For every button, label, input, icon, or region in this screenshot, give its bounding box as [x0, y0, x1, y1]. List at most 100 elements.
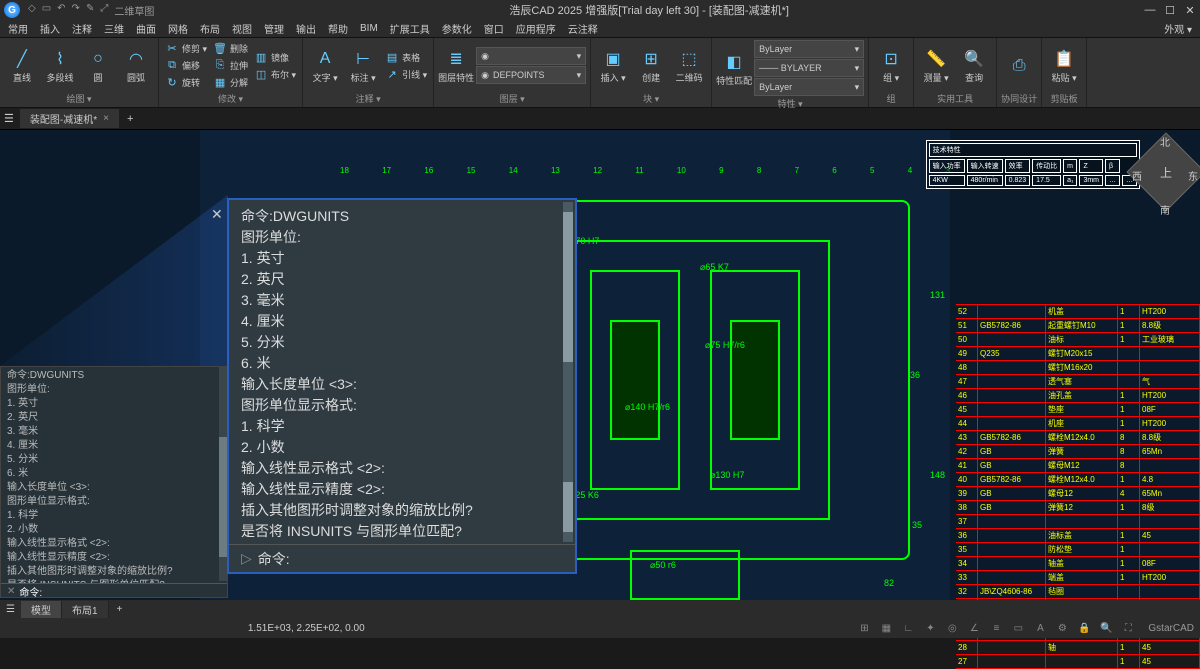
ribbon-small-button[interactable]: ⧉偏移 [163, 58, 209, 74]
bom-cell [1046, 515, 1118, 528]
ribbon-combo[interactable]: ByLayer▾ [754, 40, 864, 58]
ribbon-button[interactable]: ⬚二维码 [671, 41, 707, 91]
qat-btn[interactable]: ↷ [72, 3, 80, 18]
app-logo[interactable]: G [4, 2, 20, 18]
menu-item[interactable]: 插入 [40, 21, 60, 36]
command-panel-large[interactable]: ✕ 命令:DWGUNITS图形单位: 1. 英寸 2. 英尺 3. 毫米 4. … [227, 198, 577, 574]
ribbon-button[interactable]: ⊡组 ▾ [873, 41, 909, 91]
ribbon-button[interactable]: ◧特性匹配 [716, 43, 752, 93]
ribbon-button[interactable]: ▣插入 ▾ [595, 41, 631, 91]
doc-tabs-menu-icon[interactable]: ☰ [4, 112, 14, 125]
snap-toggle[interactable]: ⊞ [856, 620, 872, 636]
anno-toggle[interactable]: A [1032, 620, 1048, 636]
ribbon-combo[interactable]: ByLayer▾ [754, 78, 864, 96]
menu-item[interactable]: 曲面 [136, 21, 156, 36]
menu-item[interactable]: 帮助 [328, 21, 348, 36]
ribbon-small-button[interactable]: ▤表格 [383, 49, 429, 65]
ribbon-button[interactable]: 📏测量 ▾ [918, 41, 954, 91]
drawing-canvas[interactable]: 1817161514131211109876543 ⌀70 H7 ⌀65 K7 … [0, 130, 1200, 618]
bom-cell: 油孔盖 [1046, 389, 1118, 402]
command-input-small[interactable]: ✕ 命令: [1, 583, 227, 598]
menu-item[interactable]: 参数化 [442, 21, 472, 36]
ribbon-small-button[interactable]: ↗引线 ▾ [383, 66, 429, 82]
menu-item[interactable]: 扩展工具 [390, 21, 430, 36]
bom-cell: JB\ZQ4606-86 [978, 585, 1046, 598]
zoom-icon[interactable]: 🔍 [1098, 620, 1114, 636]
ribbon-small-button[interactable]: ▦分解 [211, 75, 250, 91]
menu-item[interactable]: 布局 [200, 21, 220, 36]
ribbon-small-button[interactable]: ▥镜像 [252, 49, 298, 65]
bom-row: 37 [956, 515, 1200, 529]
ribbon-small-button[interactable]: ✂修剪 ▾ [163, 41, 209, 57]
lock-icon[interactable]: 🔒 [1076, 620, 1092, 636]
ribbon-small-button[interactable]: 🗑删除 [211, 41, 250, 57]
menu-item[interactable]: 常用 [8, 21, 28, 36]
menu-item[interactable]: 窗口 [484, 21, 504, 36]
compass-n: 北 [1160, 134, 1170, 149]
ribbon-button[interactable]: ⊢标注 ▾ [345, 41, 381, 91]
command-panel-small[interactable]: 命令:DWGUNITS图形单位: 1. 英寸 2. 英尺 3. 毫米 4. 厘米… [0, 366, 228, 598]
ribbon-button[interactable]: ≣图层特性 [438, 41, 474, 91]
ribbon-button[interactable]: 📋粘贴 ▾ [1046, 41, 1082, 91]
grid-toggle[interactable]: ▦ [878, 620, 894, 636]
new-tab-button[interactable]: + [119, 113, 141, 125]
bom-cell [1046, 655, 1118, 668]
ribbon-combo[interactable]: ◉▾ [476, 47, 586, 65]
minimize-button[interactable]: — [1144, 4, 1156, 17]
menu-item[interactable]: 视图 [232, 21, 252, 36]
ribbon-button[interactable]: ⊞创建 [633, 41, 669, 91]
menu-item[interactable]: 输出 [296, 21, 316, 36]
appearance-dropdown[interactable]: 外观 ▾ [1164, 21, 1192, 36]
osnap-toggle[interactable]: ◎ [944, 620, 960, 636]
qat-btn[interactable]: ▭ [42, 3, 51, 18]
ribbon-button[interactable]: A文字 ▾ [307, 41, 343, 91]
close-button[interactable]: ✕ [1184, 4, 1196, 17]
bom-cell: 机盖 [1046, 305, 1118, 318]
maximize-button[interactable]: ☐ [1164, 4, 1176, 17]
doc-tab-active[interactable]: 装配图-减速机* × [20, 109, 119, 128]
ribbon-combo[interactable]: ─── BYLAYER▾ [754, 59, 864, 77]
ribbon-small-button[interactable]: ↻旋转 [163, 75, 209, 91]
qat-btn[interactable]: ↶ [57, 3, 65, 18]
model-toggle[interactable]: ▭ [1010, 620, 1026, 636]
ribbon-button[interactable]: ╱直线 [4, 41, 40, 91]
ribbon-button[interactable]: 🔍查询 [956, 41, 992, 91]
menu-item[interactable]: 应用程序 [516, 21, 556, 36]
ribbon-panel: ╱直线⌇多段线○圆◠圆弧绘图 ▾ [0, 38, 159, 107]
fullscreen-icon[interactable]: ⛶ [1120, 620, 1136, 636]
ribbon-button[interactable]: ○圆 [80, 41, 116, 91]
polar-toggle[interactable]: ✦ [922, 620, 938, 636]
otrack-toggle[interactable]: ∠ [966, 620, 982, 636]
qat-btn[interactable]: ✎ [86, 3, 94, 18]
ribbon-button[interactable]: ⎙ [1001, 41, 1037, 91]
menu-item[interactable]: 管理 [264, 21, 284, 36]
layout-menu-icon[interactable]: ☰ [6, 604, 15, 615]
ribbon-combo[interactable]: ◉DEFPOINTS▾ [476, 66, 586, 84]
qat-btn[interactable]: ◇ [28, 3, 36, 18]
add-layout-button[interactable]: + [109, 604, 131, 615]
scrollbar[interactable] [219, 367, 227, 581]
layout-tab-model[interactable]: 模型 [21, 601, 62, 618]
command-input-large[interactable]: ▷ 命令: [229, 544, 575, 572]
menu-item[interactable]: BIM [360, 23, 378, 34]
close-icon[interactable]: ✕ [211, 206, 223, 223]
ribbon-small-button[interactable]: ◫布尔 ▾ [252, 66, 298, 82]
qat-sketch-label[interactable]: 二维草图 [114, 3, 154, 18]
menu-item[interactable]: 三维 [104, 21, 124, 36]
menu-item[interactable]: 网格 [168, 21, 188, 36]
ortho-toggle[interactable]: ∟ [900, 620, 916, 636]
tech-spec-table: 技术特性 输入功率输入转速效率传动比mZβ 4KW480r/min0.82317… [926, 140, 1140, 189]
menu-item[interactable]: 云注释 [568, 21, 598, 36]
menu-item[interactable]: 注释 [72, 21, 92, 36]
ribbon-button[interactable]: ◠圆弧 [118, 41, 154, 91]
scrollbar[interactable] [563, 202, 573, 542]
qat-btn[interactable]: ⤢ [100, 3, 108, 18]
bom-cell [1118, 361, 1140, 374]
workspace-icon[interactable]: ⚙ [1054, 620, 1070, 636]
lineweight-toggle[interactable]: ≡ [988, 620, 1004, 636]
close-tab-icon[interactable]: × [103, 113, 109, 124]
ribbon-small-button[interactable]: ⎘拉伸 [211, 58, 250, 74]
layout-tab-1[interactable]: 布局1 [62, 601, 109, 618]
bom-cell: 螺母12 [1046, 487, 1118, 500]
ribbon-button[interactable]: ⌇多段线 [42, 41, 78, 91]
